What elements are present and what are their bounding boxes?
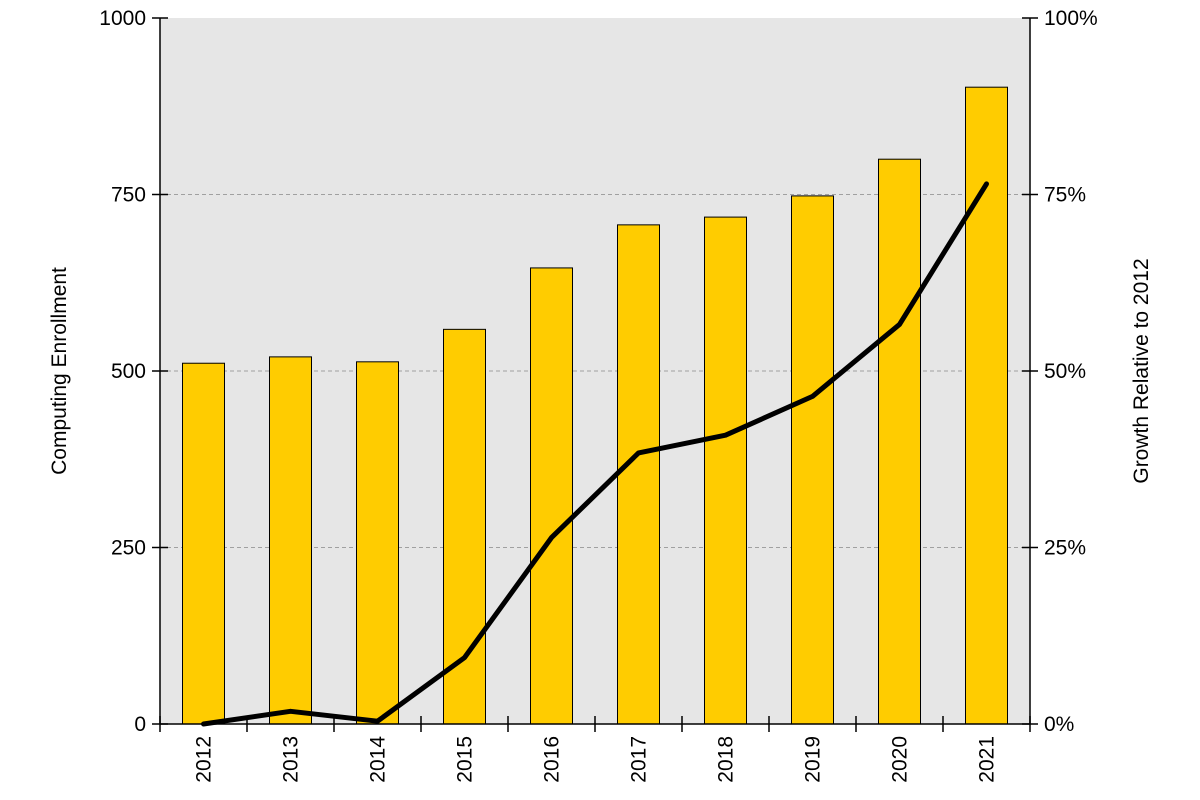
bar-2012: [182, 362, 225, 725]
axes: [152, 17, 1038, 732]
y-axis-left-title: Computing Enrollment: [48, 267, 71, 475]
y-right-tick-label: 75%: [1044, 184, 1086, 207]
x-tick-label: 2016: [541, 736, 564, 783]
y-right-tick-label: 0%: [1044, 713, 1074, 736]
y-right-tick-label: 25%: [1044, 537, 1086, 560]
bar-2017: [617, 224, 660, 725]
bar-series: [182, 86, 1008, 725]
bar-2014: [356, 361, 399, 725]
x-tick-label: 2021: [976, 736, 999, 783]
y-left-tick-label: 250: [111, 537, 146, 560]
y-left-tick-label: 750: [111, 184, 146, 207]
bar-2021: [965, 86, 1008, 725]
y-right-tick-label: 50%: [1044, 360, 1086, 383]
y-axis-right-title: Growth Relative to 2012: [1130, 258, 1153, 483]
y-right-tick-label: 100%: [1044, 7, 1098, 30]
x-tick-label: 2014: [367, 736, 390, 783]
bar-2019: [791, 195, 834, 725]
y-left-tick-label: 0: [134, 713, 146, 736]
bar-2013: [269, 356, 312, 725]
x-tick-label: 2020: [889, 736, 912, 783]
x-tick-label: 2019: [802, 736, 825, 783]
x-tick-label: 2018: [715, 736, 738, 783]
tick-labels: 0 250 500 750 1000 0% 25% 50% 75% 100% 2012 2013 201…: [99, 7, 1097, 783]
bar-2015: [443, 328, 486, 725]
x-tick-label: 2012: [193, 736, 216, 783]
y-left-tick-label: 500: [111, 360, 146, 383]
x-tick-label: 2017: [628, 736, 651, 783]
bar-2016: [530, 267, 573, 725]
bar-2020: [878, 158, 921, 725]
bar-2018: [704, 216, 747, 725]
x-tick-label: 2013: [280, 736, 303, 783]
x-tick-label: 2015: [454, 736, 477, 783]
y-left-tick-label: 1000: [99, 7, 146, 30]
